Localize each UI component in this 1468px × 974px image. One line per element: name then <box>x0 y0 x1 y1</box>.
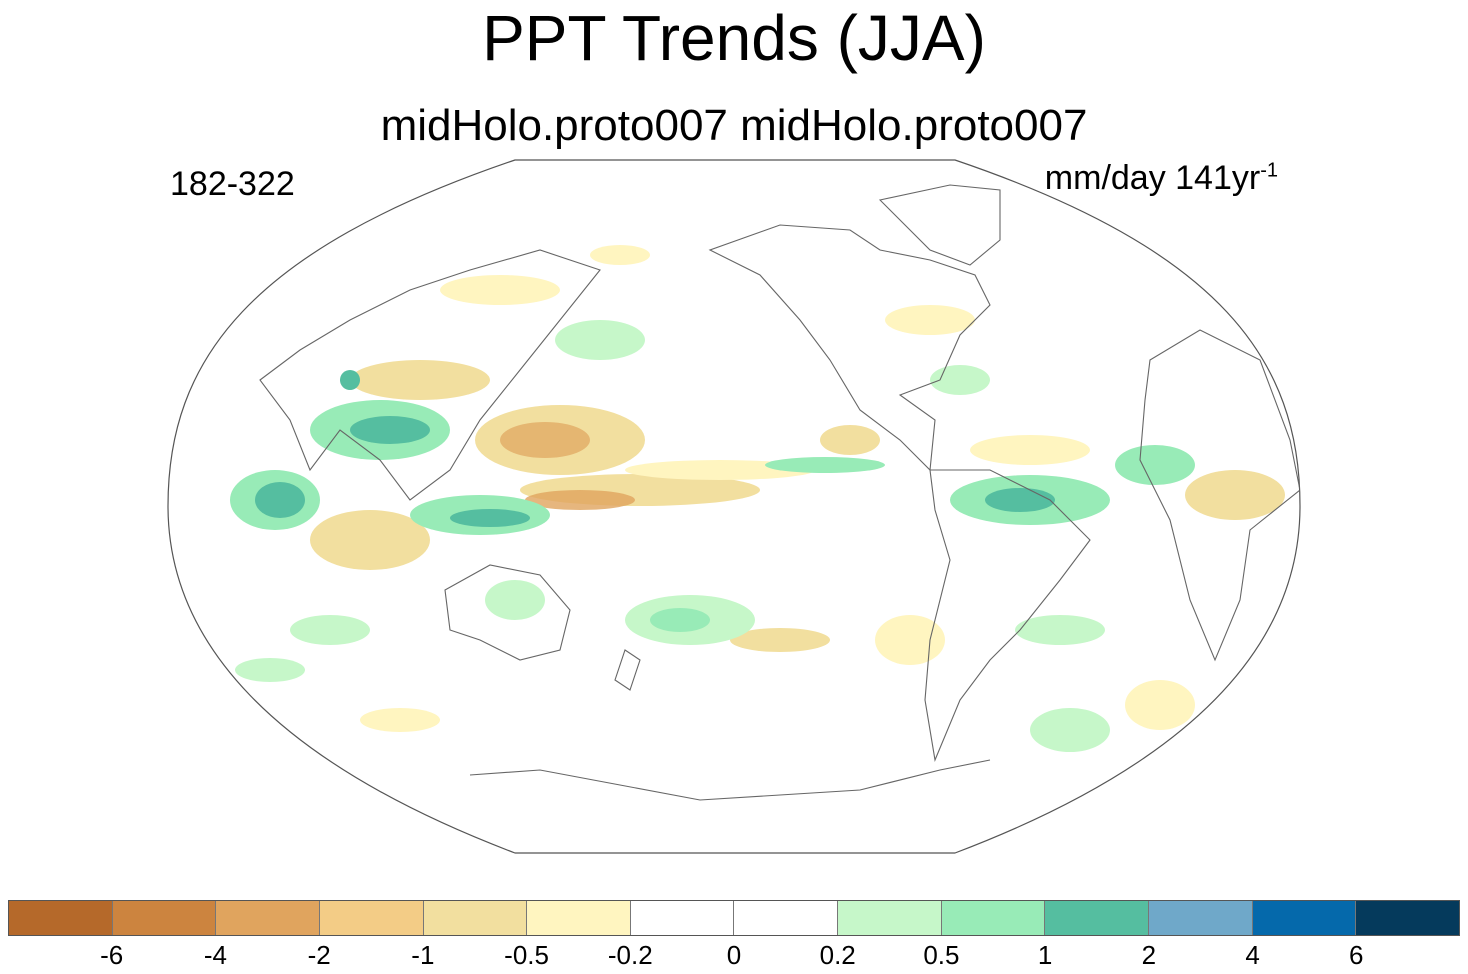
colorbar-cell <box>112 901 217 935</box>
australia-coast <box>444 564 571 661</box>
period-label: 182-322 <box>170 165 295 203</box>
colorbar-cell <box>216 901 320 935</box>
asia-coast <box>259 249 601 501</box>
colorbar-tick-label: 6 <box>1349 940 1364 970</box>
colorbar-tick-label: 2 <box>1141 940 1157 970</box>
units-exponent: -1 <box>1260 159 1278 182</box>
colorbar-tick-label: 4 <box>1245 940 1260 970</box>
colorbar-cell <box>734 901 839 935</box>
south-america-coast <box>924 469 1091 762</box>
colorbar-cell <box>527 901 631 935</box>
plot-subtitle: midHolo.proto007 midHolo.proto007 <box>380 101 1088 150</box>
world-map <box>167 159 1301 854</box>
colorbar-cell <box>319 901 424 935</box>
colorbar-cell <box>1356 901 1459 935</box>
colorbar-cell <box>941 901 1046 935</box>
colorbar <box>8 900 1460 936</box>
colorbar-cell <box>838 901 942 935</box>
plot-title: PPT Trends (JJA) <box>482 2 986 74</box>
trend-field <box>230 245 1285 752</box>
colorbar-cell <box>423 901 528 935</box>
colorbar-cell <box>1252 901 1357 935</box>
colorbar-tick-label: -0.5 <box>504 940 549 970</box>
colorbar-tick-label: 0.2 <box>819 940 856 970</box>
colorbar-tick-label: 1 <box>1037 940 1053 970</box>
colorbar-tick-label: -1 <box>411 940 435 970</box>
north-america-coast <box>708 224 991 472</box>
africa-europe-coast <box>1139 329 1300 662</box>
coastlines <box>259 184 1300 801</box>
colorbar-cell <box>630 901 735 935</box>
colorbar-tick-label: -0.2 <box>607 940 653 970</box>
antarctica-coast <box>469 759 991 801</box>
colorbar-cell <box>9 901 113 935</box>
colorbar-ticks: -6 -4 -2 -1 -0.5 -0.2 0 0.2 0.5 1 2 4 6 <box>8 940 1460 974</box>
colorbar-tick-label: -6 <box>100 940 124 970</box>
colorbar-tick-label: 0.5 <box>923 940 960 970</box>
units-text: mm/day 141yr <box>1044 159 1261 197</box>
colorbar-cell <box>1149 901 1253 935</box>
colorbar-tick-label: -4 <box>203 940 227 970</box>
new-zealand-coast <box>614 649 641 691</box>
greenland-coast <box>878 184 1001 266</box>
map-outline <box>167 159 1301 854</box>
colorbar-cell <box>1045 901 1150 935</box>
units-label: mm/day 141yr-1 <box>1045 158 1278 198</box>
colorbar-tick-label: -2 <box>307 940 331 970</box>
colorbar-tick-label: 0 <box>726 940 742 970</box>
